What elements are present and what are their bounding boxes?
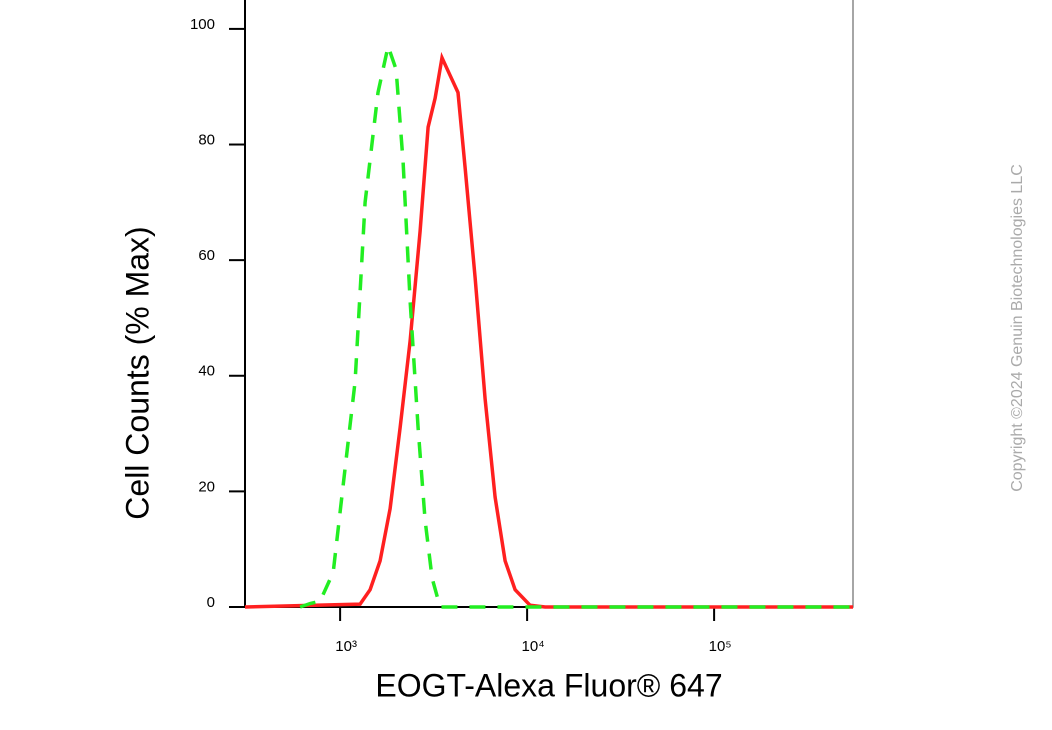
y-tick-label: 100 bbox=[190, 16, 215, 33]
y-tick-label: 0 bbox=[207, 594, 215, 611]
x-tick-label: 10³ bbox=[335, 638, 357, 655]
y-axis-label: Cell Counts (% Max) bbox=[119, 226, 155, 519]
y-tick-label: 60 bbox=[198, 247, 215, 264]
plot-frame bbox=[244, 0, 854, 608]
x-axis-label: EOGT-Alexa Fluor® 647 bbox=[375, 667, 722, 703]
histogram-line bbox=[299, 39, 853, 609]
histogram-line bbox=[244, 51, 853, 609]
y-tick-label: 40 bbox=[198, 363, 215, 380]
y-tick-label: 20 bbox=[198, 478, 215, 495]
watermark: Copyright ©2024 Genuin Biotechnologies L… bbox=[1009, 164, 1026, 492]
x-tick-label: 10⁴ bbox=[522, 638, 545, 655]
y-tick-label: 80 bbox=[198, 131, 215, 148]
x-tick-label: 10⁵ bbox=[709, 638, 732, 655]
